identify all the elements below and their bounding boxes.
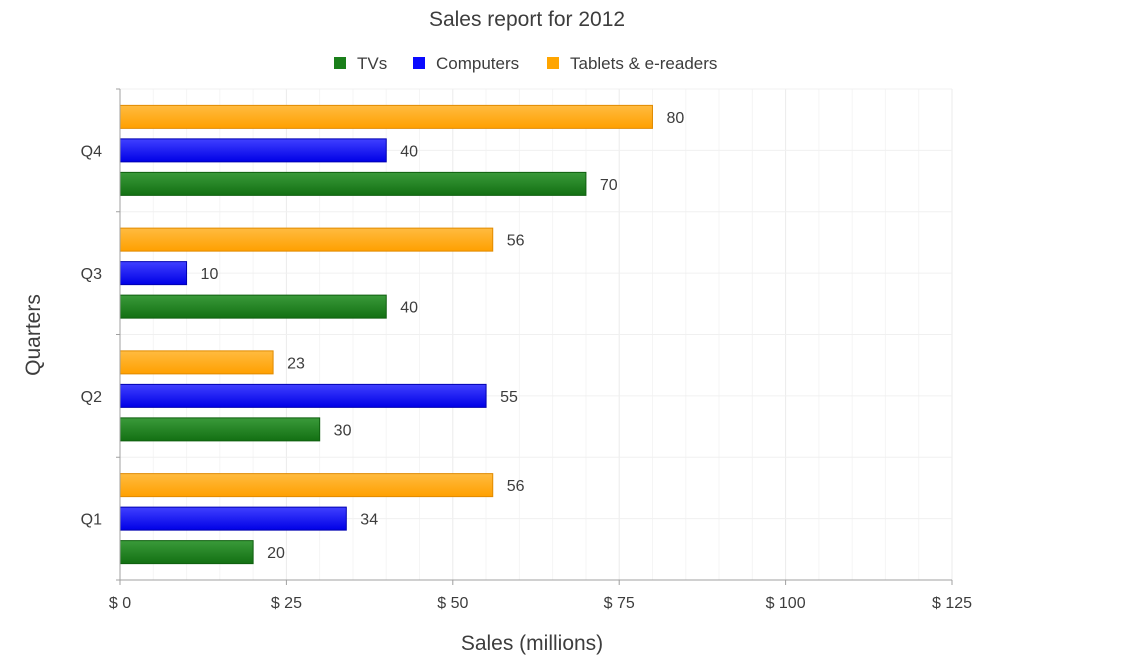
chart-legend: TVs Computers Tablets & e-readers [334,54,717,73]
data-label: 55 [500,389,518,406]
data-label: 23 [287,355,305,372]
legend-label: Tablets & e-readers [570,54,717,73]
data-label: 56 [507,478,525,495]
x-tick-label: $ 25 [271,595,302,612]
bars-group [119,104,653,565]
legend-item[interactable]: TVs [334,54,387,73]
legend-swatch [547,57,559,69]
data-label: 10 [201,266,219,283]
data-label: 30 [334,422,352,439]
legend-item[interactable]: Tablets & e-readers [547,54,717,73]
bar-tvs-q3 [119,294,387,319]
data-label: 20 [267,545,285,562]
bar-computers-q1 [119,506,347,531]
y-category-label: Q2 [81,389,102,406]
bar-computers-q3 [119,261,188,286]
bar-tablets-e-readers-q1 [119,473,494,498]
data-label: 34 [360,512,378,529]
axes-group: $ 0 $ 25 $ 50 $ 75 $ 100 $ 125 Q1 Q2 Q3 Q4 [81,88,972,612]
y-axis-title: Quarters [22,294,45,376]
bar-tvs-q2 [119,417,321,442]
bar-tablets-e-readers-q3 [119,227,494,252]
data-label: 40 [400,300,418,317]
bar-computers-q2 [119,383,487,408]
data-label: 40 [400,143,418,160]
chart-title: Sales report for 2012 [429,8,625,31]
y-category-label: Q4 [81,143,102,160]
x-tick-label: $ 0 [109,595,131,612]
bar-computers-q4 [119,138,387,163]
bar-tvs-q4 [119,171,587,196]
bar-tvs-q1 [119,540,254,565]
data-labels-group: 20 34 56 30 55 23 40 10 56 70 40 80 [201,110,685,562]
legend-label: TVs [357,54,387,73]
bar-tablets-e-readers-q2 [119,350,274,375]
data-label: 56 [507,233,525,250]
y-category-label: Q3 [81,266,102,283]
x-tick-label: $ 100 [766,595,806,612]
x-axis-title: Sales (millions) [461,632,603,655]
grid-lines [120,88,953,581]
data-label: 80 [666,110,684,127]
legend-label: Computers [436,54,519,73]
data-label: 70 [600,177,618,194]
legend-item[interactable]: Computers [413,54,519,73]
y-category-label: Q1 [81,512,102,529]
x-tick-label: $ 50 [437,595,468,612]
legend-swatch [334,57,346,69]
legend-swatch [413,57,425,69]
x-tick-label: $ 75 [604,595,635,612]
bar-tablets-e-readers-q4 [119,104,653,129]
x-tick-label: $ 125 [932,595,972,612]
